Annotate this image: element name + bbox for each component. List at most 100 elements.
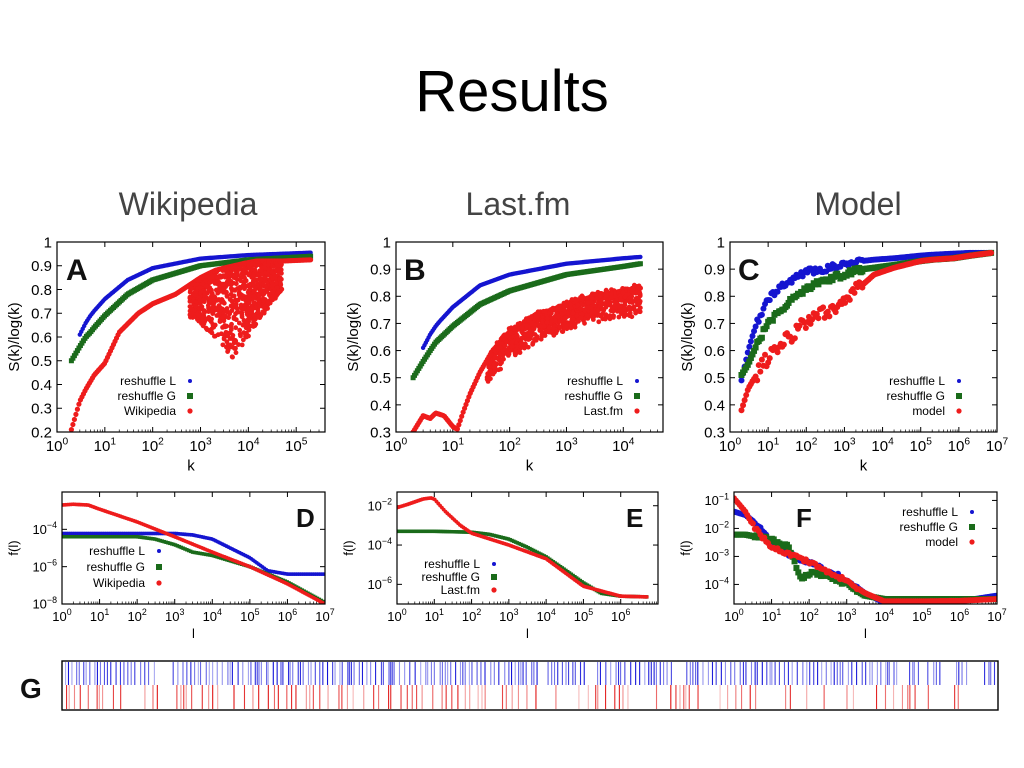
data-point (509, 339, 515, 345)
data-point (73, 411, 79, 417)
data-point (560, 566, 565, 570)
y-tick-label: 0.7 (704, 316, 725, 333)
data-point (637, 305, 643, 311)
barcode-line (756, 662, 758, 685)
data-point (94, 535, 98, 539)
data-point (230, 336, 236, 342)
data-point (71, 353, 77, 359)
data-point (584, 313, 590, 318)
data-point (222, 557, 227, 561)
barcode-line (237, 662, 239, 685)
x-axis-label: l (864, 626, 867, 641)
data-point (246, 333, 251, 339)
data-point (758, 311, 765, 318)
data-point (158, 538, 163, 543)
data-point (197, 276, 203, 281)
data-point (749, 520, 756, 527)
data-point (529, 321, 535, 327)
barcode-line (750, 662, 753, 685)
panel-A: 100 101 102 103 104 1050.20.30.40.50.60.70.80… (6, 234, 326, 475)
barcode-line (574, 662, 576, 685)
barcode-line (481, 685, 483, 709)
barcode-line (352, 685, 354, 709)
barcode-line (852, 685, 854, 709)
legend-label: Wikipedia (124, 404, 176, 418)
barcode-line (508, 662, 510, 685)
x-tick-label: 103 (555, 436, 578, 455)
data-point (204, 552, 208, 557)
y-tick-label: 0.3 (704, 424, 725, 441)
data-point (843, 272, 850, 279)
barcode-line (809, 662, 811, 685)
data-point (549, 310, 554, 316)
data-point (752, 344, 759, 351)
data-point (197, 297, 203, 303)
y-tick-label: 10−1 (704, 491, 729, 508)
barcode-line (749, 685, 751, 709)
panel-letter: A (66, 254, 88, 287)
data-point (214, 306, 219, 312)
barcode-line (727, 685, 729, 709)
data-point (755, 362, 762, 369)
x-tick-label: 106 (950, 607, 969, 624)
barcode-line (493, 662, 495, 685)
data-point (456, 422, 462, 428)
slide-title: Results (415, 59, 609, 124)
y-tick-label: 0.9 (704, 262, 725, 279)
data-point (746, 358, 753, 365)
barcode-line (247, 662, 249, 685)
barcode-line (754, 662, 756, 685)
x-axis-label: l (526, 626, 529, 641)
data-point (207, 280, 213, 285)
data-point (744, 361, 751, 368)
data-point (503, 536, 507, 540)
data-point (221, 318, 227, 324)
data-point (780, 341, 787, 348)
barcode-line (484, 662, 486, 685)
data-point (212, 322, 218, 328)
barcode-line (177, 662, 179, 685)
barcode-line (568, 662, 570, 685)
data-point (197, 285, 203, 291)
barcode-line (243, 685, 246, 709)
data-point (264, 288, 270, 294)
barcode-line (310, 662, 312, 685)
barcode-line (663, 662, 665, 685)
data-point (135, 535, 140, 539)
barcode-line (292, 662, 294, 685)
plot-area (410, 254, 643, 432)
x-tick-label: 107 (986, 436, 1009, 455)
data-point (124, 535, 129, 539)
data-point (402, 529, 406, 534)
data-point (751, 347, 758, 354)
panel-B: 100 101 102 103 1040.30.40.50.60.70.80.91kS(… (345, 234, 664, 475)
data-point (604, 288, 610, 294)
legend-marker (969, 524, 975, 530)
barcode-line (380, 662, 382, 685)
data-point (832, 309, 839, 316)
y-tick-label: 10−6 (32, 557, 57, 574)
y-tick-label: 0.4 (370, 397, 391, 414)
data-point (188, 314, 193, 320)
barcode-line (791, 662, 793, 685)
barcode-line (400, 685, 402, 709)
barcode-line (825, 662, 827, 685)
barcode-line (505, 685, 507, 709)
data-point (512, 326, 517, 332)
data-point (567, 571, 572, 575)
data-point (538, 328, 544, 334)
barcode-line (347, 662, 349, 685)
data-point (217, 288, 223, 294)
data-point (535, 550, 539, 555)
data-point (81, 535, 85, 539)
data-point (275, 263, 281, 269)
y-tick-label: 0.2 (31, 424, 52, 441)
barcode-line (830, 662, 832, 685)
barcode-line (555, 685, 557, 709)
data-point (598, 590, 602, 595)
data-point (578, 306, 584, 312)
barcode-line (252, 685, 254, 709)
data-point (187, 299, 193, 304)
barcode-line (144, 662, 146, 685)
